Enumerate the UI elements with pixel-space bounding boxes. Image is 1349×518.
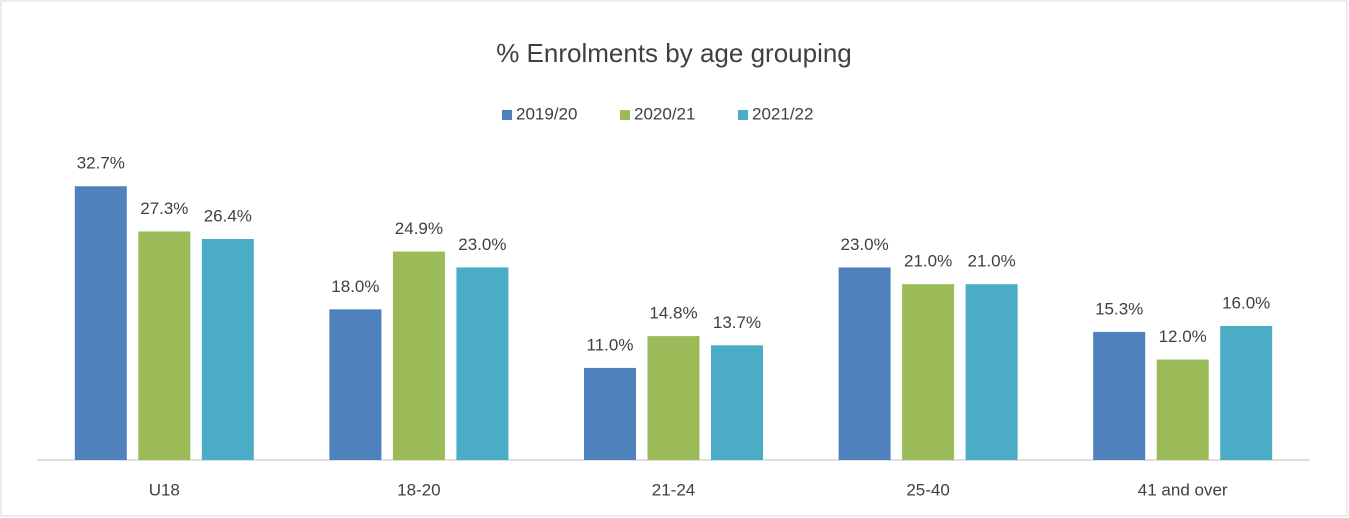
bar	[392, 251, 445, 460]
x-tick-label: 25-40	[906, 480, 949, 499]
data-label: 12.0%	[1159, 327, 1207, 346]
bar	[138, 231, 191, 460]
bar	[456, 267, 509, 460]
legend-label: 2021/22	[752, 104, 813, 123]
data-label: 27.3%	[140, 199, 188, 218]
bar	[201, 238, 254, 460]
bar	[1220, 326, 1273, 460]
bar	[902, 284, 955, 460]
data-label: 23.0%	[840, 235, 888, 254]
data-label: 13.7%	[713, 313, 761, 332]
data-label: 14.8%	[649, 304, 697, 323]
x-tick-label: 18-20	[397, 480, 440, 499]
legend-swatch	[620, 110, 630, 120]
x-tick-label: U18	[149, 480, 180, 499]
data-label: 15.3%	[1095, 299, 1143, 318]
x-tick-label: 41 and over	[1138, 480, 1228, 499]
data-label: 32.7%	[77, 154, 125, 173]
bar	[1093, 331, 1146, 460]
data-label: 21.0%	[904, 252, 952, 271]
bar	[74, 186, 127, 461]
bar	[838, 267, 891, 460]
bar	[965, 284, 1018, 460]
legend-label: 2020/21	[634, 104, 695, 123]
legend-swatch	[502, 110, 512, 120]
bar	[1156, 359, 1209, 460]
data-label: 21.0%	[967, 252, 1015, 271]
data-label: 18.0%	[331, 277, 379, 296]
data-label: 26.4%	[204, 206, 252, 225]
bar	[647, 336, 700, 460]
x-tick-label: 21-24	[652, 480, 695, 499]
bar	[329, 309, 382, 460]
bar	[584, 367, 636, 460]
legend-swatch	[738, 110, 748, 120]
data-label: 24.9%	[395, 219, 443, 238]
legend-label: 2019/20	[516, 104, 577, 123]
data-label: 23.0%	[458, 235, 506, 254]
data-label: 11.0%	[587, 335, 634, 354]
chart-title: % Enrolments by age grouping	[496, 38, 852, 68]
bar	[711, 345, 763, 460]
data-label: 16.0%	[1222, 294, 1270, 313]
